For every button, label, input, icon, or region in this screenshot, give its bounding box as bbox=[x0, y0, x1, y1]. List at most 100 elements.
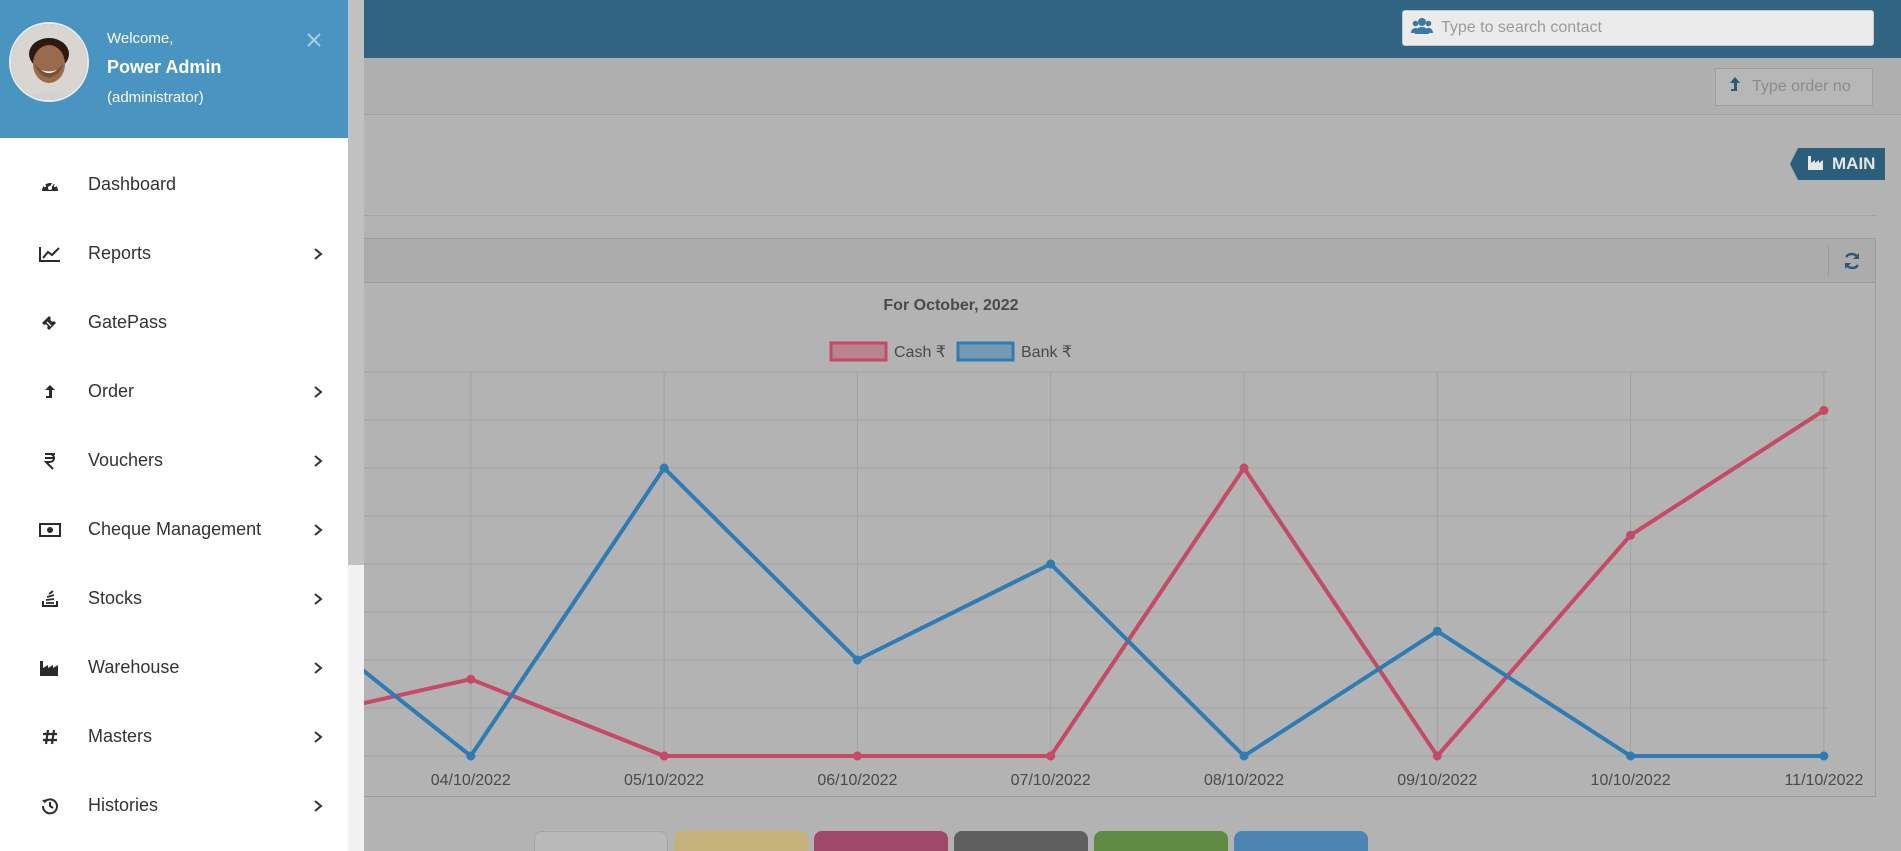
sidebar-item-label: Vouchers bbox=[88, 450, 164, 470]
data-point[interactable] bbox=[659, 463, 669, 473]
data-point[interactable] bbox=[1819, 751, 1829, 761]
data-point[interactable] bbox=[466, 751, 476, 761]
data-point[interactable] bbox=[1046, 751, 1056, 761]
cash-bank-line-chart: For October, 2022 Cash ₹ Bank ₹ 04/10/202… bbox=[290, 297, 1864, 789]
stack-icon bbox=[38, 587, 62, 611]
sidebar-item-vouchers[interactable]: Vouchers bbox=[0, 426, 348, 495]
warehouse-icon bbox=[1808, 154, 1826, 175]
chevron-right-icon bbox=[310, 591, 326, 607]
chart-legend: Cash ₹ Bank ₹ bbox=[829, 341, 1072, 362]
x-tick-label: 09/10/2022 bbox=[1397, 772, 1477, 789]
header-separator bbox=[1828, 245, 1829, 277]
contact-search-box[interactable]: Type to search contact bbox=[1402, 10, 1874, 46]
x-tick-label: 08/10/2022 bbox=[1204, 772, 1284, 789]
summary-button-3[interactable] bbox=[814, 831, 948, 851]
sidebar-item-label: Warehouse bbox=[88, 657, 180, 677]
summary-button-4[interactable] bbox=[954, 831, 1088, 851]
sidebar-item-masters[interactable]: Masters bbox=[0, 702, 348, 771]
sidebar-item-dashboard[interactable]: Dashboard bbox=[0, 150, 348, 219]
welcome-text: Welcome, bbox=[107, 30, 174, 47]
arrow-up-icon bbox=[38, 380, 62, 404]
users-icon bbox=[1411, 17, 1433, 40]
legend-swatch bbox=[956, 341, 1015, 362]
order-search-input[interactable]: Type order no bbox=[1752, 78, 1851, 95]
summary-button-6[interactable] bbox=[1234, 831, 1368, 851]
summary-button-5[interactable] bbox=[1094, 831, 1228, 851]
x-tick-label: 10/10/2022 bbox=[1591, 772, 1671, 789]
sidebar-item-warehouse[interactable]: Warehouse bbox=[0, 633, 348, 702]
money-icon bbox=[38, 518, 62, 542]
sidebar-item-cheque-management[interactable]: Cheque Management bbox=[0, 495, 348, 564]
sidebar-item-label: Masters bbox=[88, 726, 153, 746]
chevron-right-icon bbox=[310, 246, 326, 262]
chevron-right-icon bbox=[310, 522, 326, 538]
refresh-button[interactable] bbox=[1839, 247, 1865, 275]
chevron-right-icon bbox=[310, 798, 326, 814]
sidebar-item-label: Histories bbox=[88, 795, 159, 815]
profile-header: Welcome, Power Admin (administrator) bbox=[0, 0, 348, 138]
order-arrow-icon bbox=[1728, 76, 1742, 99]
sidebar-item-label: Order bbox=[88, 381, 135, 401]
sidebar: Welcome, Power Admin (administrator) Das… bbox=[0, 0, 348, 851]
close-icon bbox=[307, 33, 321, 47]
chart-title: For October, 2022 bbox=[883, 297, 1018, 314]
warehouse-icon bbox=[38, 656, 62, 680]
sidebar-item-label: Cheque Management bbox=[88, 519, 262, 539]
data-point[interactable] bbox=[852, 751, 862, 761]
rupee-icon bbox=[38, 449, 62, 473]
sidebar-item-stocks[interactable]: Stocks bbox=[0, 564, 348, 633]
x-tick-label: 11/10/2022 bbox=[1784, 772, 1863, 789]
sidebar-item-label: Stocks bbox=[88, 588, 143, 608]
data-point[interactable] bbox=[1432, 751, 1442, 761]
x-tick-label: 04/10/2022 bbox=[431, 772, 511, 789]
refresh-icon bbox=[1844, 252, 1860, 270]
series-line bbox=[290, 408, 1825, 760]
close-sidebar-button[interactable] bbox=[302, 28, 326, 52]
hash-icon bbox=[38, 725, 62, 749]
data-point[interactable] bbox=[1626, 751, 1636, 761]
sidebar-item-order[interactable]: Order bbox=[0, 357, 348, 426]
x-tick-label: 06/10/2022 bbox=[817, 772, 897, 789]
sidebar-scrollbar[interactable] bbox=[348, 0, 364, 851]
history-icon bbox=[38, 794, 62, 818]
legend-label: Bank ₹ bbox=[1021, 344, 1072, 361]
data-point[interactable] bbox=[1432, 626, 1442, 636]
ticket-icon bbox=[38, 311, 62, 335]
chevron-right-icon bbox=[310, 660, 326, 676]
user-name: Power Admin bbox=[107, 57, 222, 77]
sidebar-item-label: GatePass bbox=[88, 312, 168, 332]
avatar bbox=[9, 22, 89, 102]
sidebar-item-label: Reports bbox=[88, 243, 152, 263]
data-point[interactable] bbox=[852, 655, 862, 665]
x-tick-label: 07/10/2022 bbox=[1011, 772, 1091, 789]
scrollbar-thumb[interactable] bbox=[348, 0, 364, 565]
data-point[interactable] bbox=[1239, 463, 1249, 473]
data-point[interactable] bbox=[659, 751, 669, 761]
sidebar-item-label: Dashboard bbox=[88, 174, 177, 194]
x-axis-ticks: 04/10/2022 05/10/2022 06/10/2022 07/10/2022… bbox=[431, 772, 1864, 789]
line-chart-icon bbox=[38, 242, 62, 266]
chevron-right-icon bbox=[310, 453, 326, 469]
summary-button-1[interactable] bbox=[534, 831, 668, 851]
badge-label: MAIN bbox=[1832, 154, 1876, 173]
data-point[interactable] bbox=[1819, 405, 1829, 415]
summary-buttons bbox=[0, 831, 1901, 851]
dashboard-icon bbox=[38, 173, 62, 197]
order-search-box[interactable]: Type order no bbox=[1715, 68, 1873, 106]
chart-panel bbox=[290, 238, 1876, 797]
data-point[interactable] bbox=[466, 674, 476, 684]
data-point[interactable] bbox=[1239, 751, 1249, 761]
summary-button-2[interactable] bbox=[674, 831, 808, 851]
data-point[interactable] bbox=[1046, 559, 1056, 569]
contact-search-input[interactable]: Type to search contact bbox=[1441, 19, 1602, 36]
chevron-right-icon bbox=[310, 384, 326, 400]
sidebar-item-histories[interactable]: Histories bbox=[0, 771, 348, 840]
panel-header bbox=[291, 239, 1875, 283]
sidebar-item-reports[interactable]: Reports bbox=[0, 219, 348, 288]
legend-label: Cash ₹ bbox=[894, 344, 946, 361]
sidebar-menu: Dashboard Reports GatePass Order Voucher… bbox=[0, 150, 348, 840]
chart-series bbox=[290, 405, 1829, 761]
sidebar-item-gatepass[interactable]: GatePass bbox=[0, 288, 348, 357]
data-point[interactable] bbox=[1626, 530, 1636, 540]
warehouse-badge[interactable]: MAIN bbox=[1790, 148, 1886, 180]
